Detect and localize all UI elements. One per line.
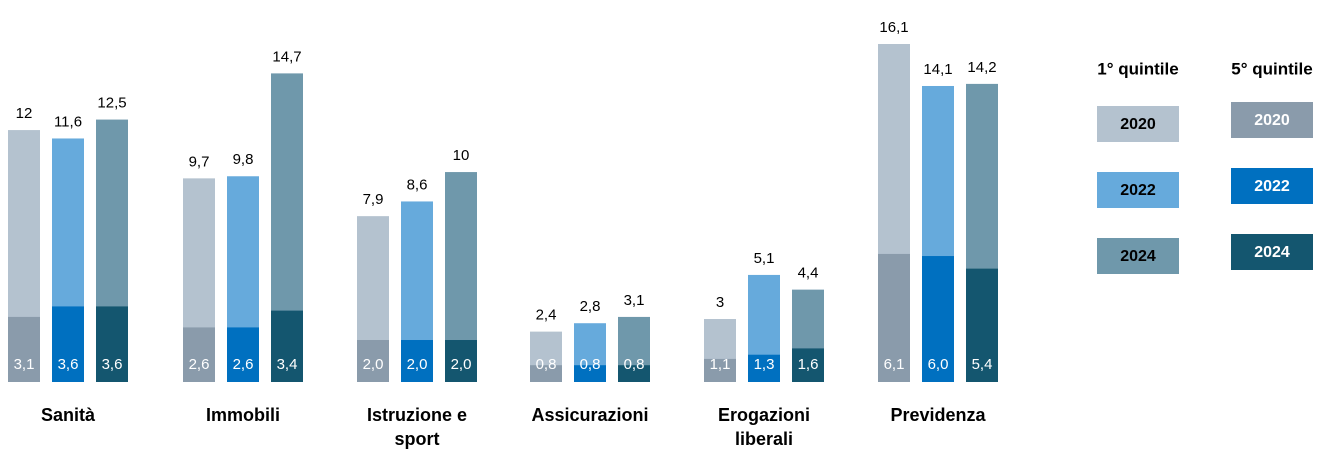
value-label: 9,7 <box>189 153 210 170</box>
category-label: Erogazioni liberali <box>717 405 810 449</box>
value-label: 2,0 <box>451 356 472 373</box>
value-label: 11,6 <box>54 113 82 130</box>
value-label: 14,7 <box>272 48 301 65</box>
value-label: 3 <box>716 294 724 311</box>
value-label: 8,6 <box>407 176 428 193</box>
value-label: 16,1 <box>879 19 908 36</box>
value-label: 2,6 <box>233 356 254 373</box>
bar <box>183 327 215 382</box>
value-label: 12 <box>16 105 33 122</box>
value-label: 0,8 <box>580 356 601 373</box>
value-label: 4,4 <box>798 265 819 282</box>
legend-title: 1° quintile <box>1097 59 1178 78</box>
legend-swatch <box>1231 102 1313 138</box>
value-label: 2,4 <box>536 307 557 324</box>
value-label: 1,6 <box>798 356 819 373</box>
legend-label: 2024 <box>1254 244 1290 261</box>
value-label: 14,1 <box>923 61 952 78</box>
value-label: 10 <box>453 147 470 164</box>
legend-swatch <box>1231 234 1313 270</box>
legend-label: 2024 <box>1120 248 1156 265</box>
bar <box>704 358 736 382</box>
category-label: Sanità <box>40 405 96 425</box>
value-label: 14,2 <box>967 59 996 76</box>
legend-label: 2020 <box>1254 112 1290 129</box>
bar <box>271 310 303 382</box>
bar <box>530 365 562 382</box>
bar <box>227 327 259 382</box>
value-label: 3,6 <box>58 356 79 373</box>
bar <box>966 268 998 382</box>
value-label: 6,0 <box>928 356 949 373</box>
bar <box>748 354 780 382</box>
value-label: 1,3 <box>754 356 775 373</box>
value-label: 3,1 <box>624 292 645 309</box>
value-label: 6,1 <box>884 356 905 373</box>
bar <box>574 365 606 382</box>
bar <box>357 340 389 382</box>
category-label: Previdenza <box>890 405 986 425</box>
bar <box>96 306 128 382</box>
value-label: 5,1 <box>754 250 775 267</box>
value-label: 3,6 <box>102 356 123 373</box>
value-label: 2,6 <box>189 356 210 373</box>
category-label: Assicurazioni <box>531 405 649 425</box>
legend-title: 5° quintile <box>1231 59 1312 78</box>
value-label: 9,8 <box>233 151 254 168</box>
value-label: 5,4 <box>972 356 993 373</box>
value-label: 1,1 <box>710 356 731 373</box>
value-label: 2,0 <box>407 356 428 373</box>
value-label: 2,8 <box>580 298 601 315</box>
legend-swatch <box>1231 168 1313 204</box>
value-label: 0,8 <box>536 356 557 373</box>
legend-label: 2022 <box>1120 182 1156 199</box>
value-label: 3,1 <box>14 356 35 373</box>
bar <box>922 256 954 382</box>
bar <box>445 340 477 382</box>
bar <box>618 365 650 382</box>
value-label: 3,4 <box>277 356 298 373</box>
legend-label: 2020 <box>1120 116 1156 133</box>
value-label: 0,8 <box>624 356 645 373</box>
category-label: Istruzione e sport <box>366 405 468 449</box>
value-label: 12,5 <box>97 95 126 112</box>
legend-label: 2022 <box>1254 178 1290 195</box>
category-label: Immobili <box>205 405 280 425</box>
bar <box>8 316 40 382</box>
legend-swatch <box>1097 238 1179 274</box>
value-label: 2,0 <box>363 356 384 373</box>
legend-swatch <box>1097 172 1179 208</box>
bar <box>878 253 910 382</box>
value-label: 7,9 <box>363 191 384 208</box>
bar <box>401 340 433 382</box>
bar <box>792 348 824 382</box>
bar <box>52 306 84 382</box>
legend-swatch <box>1097 106 1179 142</box>
